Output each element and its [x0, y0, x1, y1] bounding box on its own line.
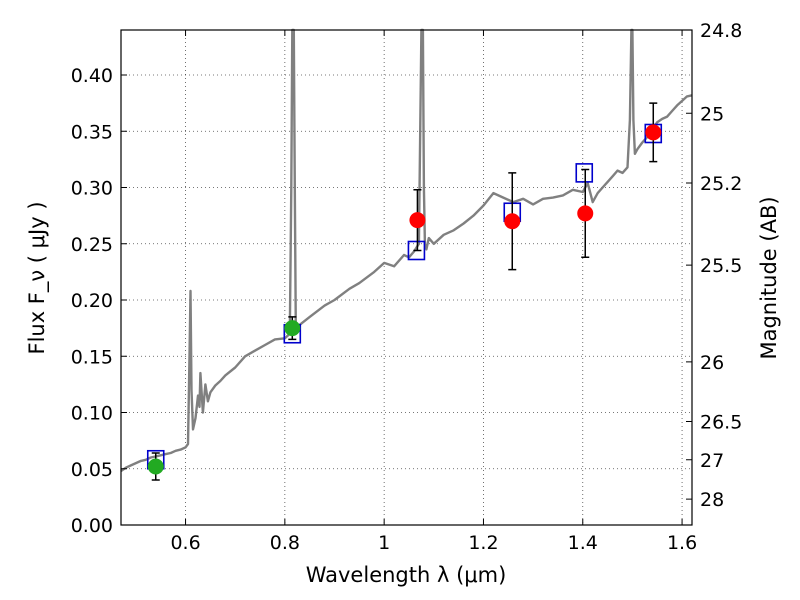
right-tick-label: 27 — [700, 450, 724, 472]
marker-layer — [146, 102, 663, 481]
right-tick-label: 26.5 — [700, 412, 742, 434]
model-square-marker — [407, 240, 426, 261]
y-tick-label: 0.20 — [71, 290, 113, 312]
y-tick-label: 0.05 — [71, 459, 113, 481]
tick-layer: 0.6 0.8 1 1.2 1.4 1.6 0.00 0.05 0.10 0.15 0.20 0.25… — [71, 20, 743, 554]
x-tick-label: 0.6 — [170, 532, 200, 554]
x-tick-label: 1.4 — [568, 532, 598, 554]
x-tick-label: 0.8 — [270, 532, 300, 554]
data-point — [284, 320, 301, 337]
model-square-marker — [575, 163, 594, 183]
y-axis-label: Flux F_ν ( μJy ) — [25, 201, 50, 354]
x-tick-label: 1 — [378, 532, 390, 554]
spectrum-line — [120, 28, 693, 472]
x-tick-label: 1.6 — [667, 532, 697, 554]
x-axis-label: Wavelength λ (μm) — [306, 563, 507, 587]
data-point — [577, 205, 594, 222]
x-tick-label: 1.2 — [468, 532, 498, 554]
y-tick-label: 0.30 — [71, 178, 113, 200]
data-point — [409, 212, 426, 229]
grid-layer — [121, 30, 692, 525]
y-tick-label: 0.10 — [71, 403, 113, 425]
y-tick-label: 0.40 — [71, 65, 113, 87]
spectrum-layer — [120, 28, 693, 472]
data-point — [645, 124, 662, 141]
data-point — [504, 213, 521, 230]
right-tick-label: 26 — [700, 352, 724, 374]
right-tick-label: 25.2 — [700, 173, 742, 195]
y-tick-label: 0.35 — [71, 121, 113, 143]
right-tick-label: 24.8 — [700, 20, 742, 42]
right-tick-label: 25 — [700, 103, 724, 125]
y-tick-label: 0.00 — [71, 515, 113, 537]
data-point — [147, 458, 164, 475]
right-axis-label: Magnitude (AB) — [757, 196, 781, 359]
right-tick-label: 28 — [700, 489, 724, 511]
plot-frame — [120, 29, 693, 526]
y-tick-label: 0.25 — [71, 234, 113, 256]
y-tick-label: 0.15 — [71, 346, 113, 368]
right-tick-label: 25.5 — [700, 255, 742, 277]
